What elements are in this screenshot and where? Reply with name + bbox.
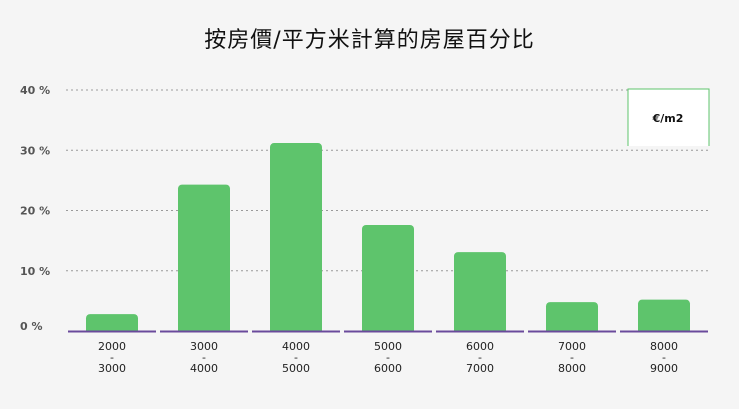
x-tick-label: -: [386, 351, 390, 364]
legend-box: [627, 88, 710, 146]
y-tick-label: 30 %: [20, 144, 50, 157]
x-tick-label: 6000: [374, 362, 402, 375]
x-tick-label: 8000: [558, 362, 586, 375]
x-tick-label: 9000: [650, 362, 678, 375]
y-tick-label: 20 %: [20, 205, 50, 218]
x-tick-label: 4000: [282, 340, 310, 353]
bar-body: [270, 147, 322, 331]
x-tick-label: -: [478, 351, 482, 364]
bar-body: [86, 318, 138, 331]
x-tick-label: 3000: [98, 362, 126, 375]
bar-body: [178, 188, 230, 331]
x-tick-label: -: [110, 351, 114, 364]
x-tick-label: 5000: [282, 362, 310, 375]
bar-body: [454, 256, 506, 331]
x-tick-label: 3000: [190, 340, 218, 353]
x-tick-label: -: [662, 351, 666, 364]
x-tick-label: 8000: [650, 340, 678, 353]
legend-label: €/m2: [652, 112, 684, 125]
x-tick-label: -: [570, 351, 574, 364]
x-tick-label: -: [294, 351, 298, 364]
bar-body: [546, 306, 598, 331]
x-tick-label: 4000: [190, 362, 218, 375]
x-tick-label: 7000: [466, 362, 494, 375]
chart-title: 按房價/平方米計算的房屋百分比: [204, 28, 535, 53]
x-tick-label: 5000: [374, 340, 402, 353]
y-tick-label: 40 %: [20, 84, 50, 97]
x-tick-label: -: [202, 351, 206, 364]
y-tick-label: 0 %: [20, 320, 43, 333]
y-tick-label: 10 %: [20, 265, 50, 278]
bar-body: [638, 303, 690, 331]
x-tick-label: 6000: [466, 340, 494, 353]
x-tick-label: 2000: [98, 340, 126, 353]
x-tick-label: 7000: [558, 340, 586, 353]
bar-body: [362, 228, 414, 331]
